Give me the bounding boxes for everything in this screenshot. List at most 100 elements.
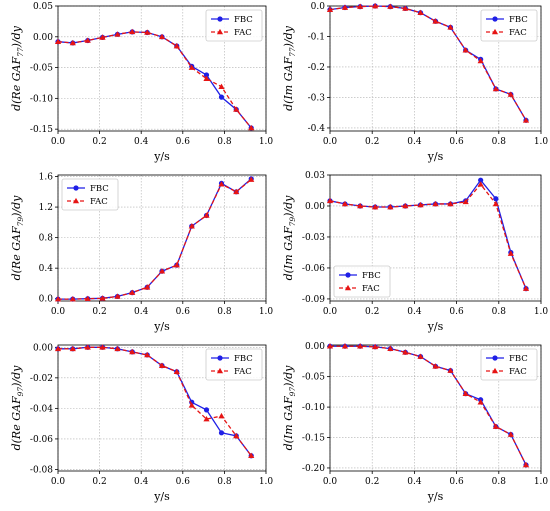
x-tick-label: 0.4 [134,137,149,147]
y-axis-label-subscript: 77 [16,47,25,57]
x-tick-label: 0.6 [176,477,191,487]
x-tick-label: 1.0 [534,307,549,317]
plot-frame [57,5,267,132]
legend-label-fbc: FBC [234,354,253,364]
y-tick-label: -0.06 [302,264,325,274]
y-axis-label: d(Im GAF79)/dy [282,195,297,281]
data-point-fac [357,3,364,9]
data-point-fac [507,250,514,256]
data-point-fac [417,353,424,359]
legend-label-fac: FAC [362,284,380,294]
legend-marker-fbc [492,355,498,361]
x-tick-label: 0.4 [134,477,149,487]
y-axis-label-main: d(Im GAF [282,57,295,111]
data-point-fac [69,295,76,302]
data-point-fac [402,5,409,11]
data-point-fac [462,47,469,53]
y-axis-label-tail: )/dy [282,195,295,218]
data-point-fac [447,200,454,207]
data-point-fac [372,203,379,210]
x-tick-label: 0.2 [92,477,106,487]
x-tick-label: 1.0 [534,477,549,487]
y-axis-label-main: d(Re GAF [10,396,23,450]
data-point-fac [54,38,62,45]
y-tick-label: 0.0 [39,295,54,305]
data-point-fac [69,345,76,352]
data-point-fac [492,200,499,207]
legend-marker-fac [72,197,80,204]
legend-label-fbc: FBC [362,271,381,281]
data-point-fac [114,293,121,299]
data-point-fac [248,176,255,182]
series-line-fac [58,346,252,457]
legend-marker-fbc [492,16,498,22]
data-point-fac [522,285,530,291]
y-tick-label: -0.15 [302,434,325,444]
x-tick-label: 0.0 [51,137,66,147]
chart-panel-4: 0.0 0.2 0.4 0.6 0.8 1.0 0.03 0.00 -0.03 -0.06 -0.0… [282,171,548,333]
x-tick-label: 0.0 [323,477,338,487]
y-tick-label: -0.4 [308,124,326,134]
chart-panel-5: 0.0 0.2 0.4 0.6 0.8 1.0 0.00 -0.02 -0.04 -0.06 -0.… [10,343,273,503]
legend-marker-fbc [217,355,223,361]
data-point-fac [99,344,106,350]
data-point-fac [233,432,240,439]
data-point-fac [218,83,225,89]
data-point-fac [326,6,334,12]
legend: FBC FAC [61,178,119,211]
legend-marker-fac [491,367,499,374]
data-point-fac [144,29,151,35]
data-point-fac [522,117,530,123]
data-point-fac [341,200,349,207]
x-axis-label: y/s [427,320,444,333]
chart-panel-2: 0.0 0.2 0.4 0.6 0.8 1.0 0.0 -0.1 -0.2 -0.3 -0.4 y/s… [282,2,548,163]
legend-label-fbc: FBC [234,15,253,25]
x-axis-label: y/s [427,150,444,163]
data-point-fac [158,362,166,368]
series-line-fac [329,5,527,121]
data-point-fac [203,75,210,81]
y-tick-label: -0.06 [30,435,53,445]
x-tick-label: 0.8 [492,477,507,487]
data-point-fac [203,212,210,218]
data-point-fbc [203,72,210,78]
data-point-fac [462,198,469,205]
data-point-fac [462,390,469,397]
x-tick-label: 1.0 [534,137,549,147]
x-tick-label: 0.2 [365,307,379,317]
legend-label-fac: FAC [90,197,108,207]
x-tick-label: 0.8 [492,137,507,147]
data-point-fac [387,203,394,210]
y-tick-label: -0.10 [302,403,325,413]
data-point-fac [402,202,409,209]
data-point-fac [372,2,379,9]
y-axis-label-tail: )/dy [282,25,295,48]
series-line-fbc [57,31,252,129]
y-tick-label: 0.8 [39,234,54,244]
data-point-fbc [203,407,210,413]
y-axis-label: d(Re GAF97)/dy [10,365,25,451]
data-point-fac [129,348,136,355]
x-tick-label: 1.0 [259,307,274,317]
y-tick-label: 0.4 [39,264,54,274]
y-axis-label: d(Re GAF77)/dy [10,25,25,111]
y-tick-label: 1.2 [39,203,53,213]
legend: FBC FAC [480,348,538,381]
data-point-fac [129,289,136,295]
data-point-fac [144,284,151,290]
legend-marker-fac [491,28,499,35]
x-tick-label: 0.2 [92,137,106,147]
y-tick-label: -0.05 [302,373,325,383]
y-axis-label: d(Re GAF79)/dy [10,195,25,281]
y-axis-label-main: d(Re GAF [10,226,23,280]
legend: FBC FAC [205,9,263,42]
data-point-fac [203,415,210,422]
y-tick-label: 0.00 [33,33,53,43]
data-point-fac [417,9,424,16]
plot-frame [329,344,542,472]
data-point-fac [357,343,364,349]
x-tick-label: 0.8 [492,307,507,317]
data-point-fac [173,42,180,49]
data-point-fac [447,367,454,373]
x-tick-label: 0.2 [365,477,379,487]
